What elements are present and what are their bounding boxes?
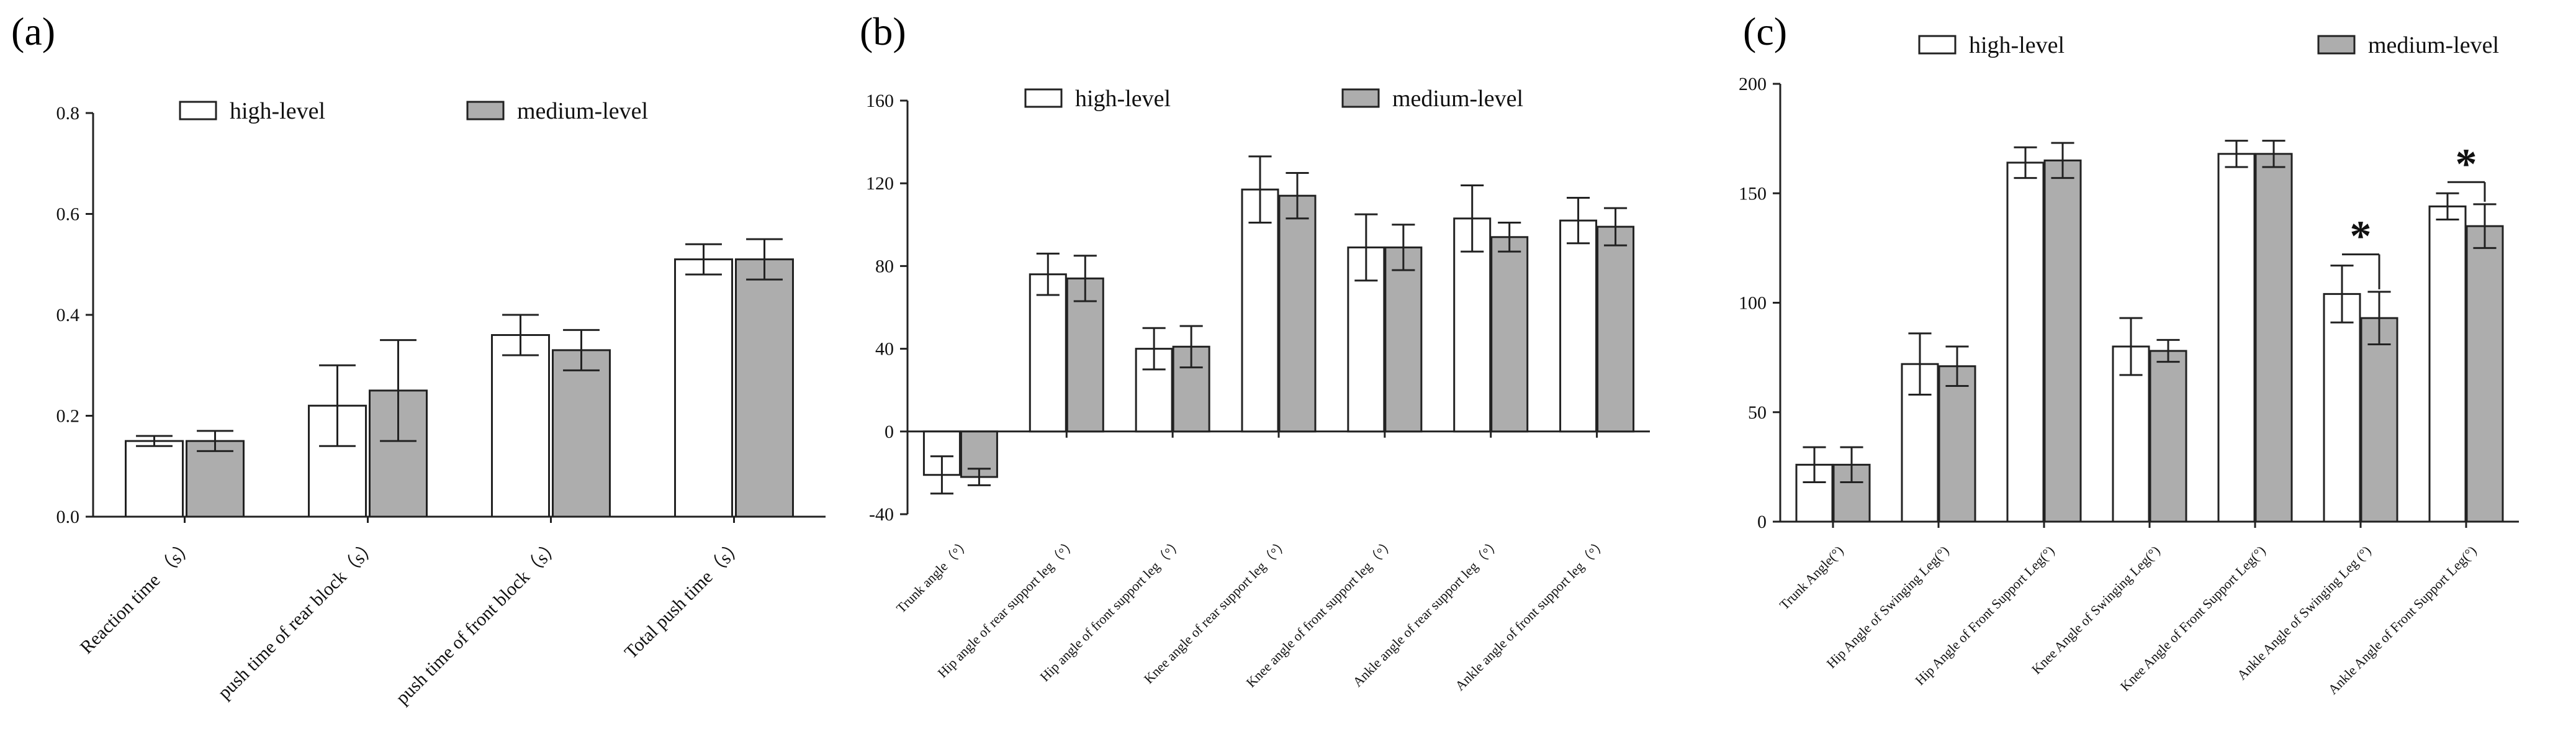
panel-label-c: (c)	[1743, 9, 1787, 53]
legend-swatch-high	[1024, 88, 1063, 108]
bar-high-level	[491, 334, 550, 518]
bar-medium-level	[2254, 153, 2293, 523]
bar-high-level	[2006, 161, 2045, 523]
legend-swatch-high	[179, 101, 217, 120]
bar-medium-level	[1278, 194, 1317, 433]
bar-medium-level	[1938, 365, 1976, 523]
y-tick-label: 160	[866, 91, 894, 111]
y-tick-label: 150	[1739, 183, 1767, 204]
bar-high-level	[1029, 273, 1067, 433]
bar-medium-level	[2360, 317, 2398, 523]
panel-label-b: (b)	[860, 9, 906, 53]
bar-medium-level	[1384, 246, 1423, 433]
x-category-label: Trunk angle（°）	[893, 535, 974, 616]
bar-medium-level	[1490, 236, 1529, 433]
x-category-label: Total push time（s）	[621, 535, 749, 663]
y-tick-label: 0.4	[56, 305, 80, 325]
y-tick-label: 0.6	[56, 204, 80, 225]
bar-high-level	[2323, 292, 2361, 523]
legend-label-high: high-level	[230, 98, 325, 124]
bar-high-level	[125, 440, 184, 518]
legend-label-high: high-level	[1075, 86, 1171, 112]
bar-medium-level	[552, 349, 611, 518]
bar-medium-level	[2466, 225, 2504, 523]
bar-medium-level	[1596, 225, 1635, 433]
y-tick-label: 200	[1739, 74, 1767, 94]
legend-swatch-medium	[1341, 88, 1380, 108]
bar-high-level	[1241, 188, 1279, 433]
y-tick-label: 0	[885, 422, 894, 442]
y-tick-label: 0	[1757, 512, 1767, 532]
x-category-label: Reaction time （s）	[76, 535, 199, 658]
x-category-label: push time of front block（s）	[392, 535, 565, 709]
y-tick-label: 50	[1748, 402, 1767, 423]
legend-label-medium: medium-level	[2368, 32, 2499, 58]
panel-c: (c) 0 50 100 150 200 Trunk Angle(°)Hip Angle …	[1739, 9, 2519, 697]
bar-medium-level	[186, 440, 245, 518]
legend-label-medium: medium-level	[517, 98, 648, 124]
y-tick-label: 40	[875, 339, 894, 360]
y-tick-label: 100	[1739, 293, 1767, 314]
bar-medium-level	[1066, 277, 1104, 433]
y-tick-label: 0.2	[56, 406, 80, 427]
significance-star: *	[2456, 140, 2477, 188]
y-tick-label: 0.0	[56, 507, 80, 527]
x-category-label: push time of rear block（s）	[214, 535, 382, 704]
y-tick-label: -40	[869, 504, 894, 525]
bar-high-level	[2217, 153, 2256, 523]
x-category-label: Hip Angle of Swinging Leg(°)	[1823, 543, 1952, 671]
bar-medium-level	[2043, 159, 2082, 523]
legend-label-medium: medium-level	[1392, 86, 1523, 112]
x-category-label: Trunk Angle(°)	[1777, 543, 1847, 613]
bar-medium-level	[2149, 350, 2187, 523]
significance-star: *	[2350, 213, 2372, 261]
y-tick-label: 120	[866, 173, 894, 194]
bar-high-level	[674, 258, 733, 518]
y-tick-label: 0.8	[56, 103, 80, 124]
y-tick-label: 80	[875, 256, 894, 276]
legend-swatch-medium	[2317, 35, 2356, 55]
bar-high-level	[2428, 205, 2467, 523]
legend-swatch-medium	[466, 101, 505, 120]
panel-label-a: (a)	[11, 9, 55, 53]
bar-medium-level	[735, 258, 794, 518]
bar-high-level	[1559, 219, 1598, 433]
legend-swatch-high	[1918, 35, 1957, 55]
legend-label-high: high-level	[1969, 32, 2065, 58]
